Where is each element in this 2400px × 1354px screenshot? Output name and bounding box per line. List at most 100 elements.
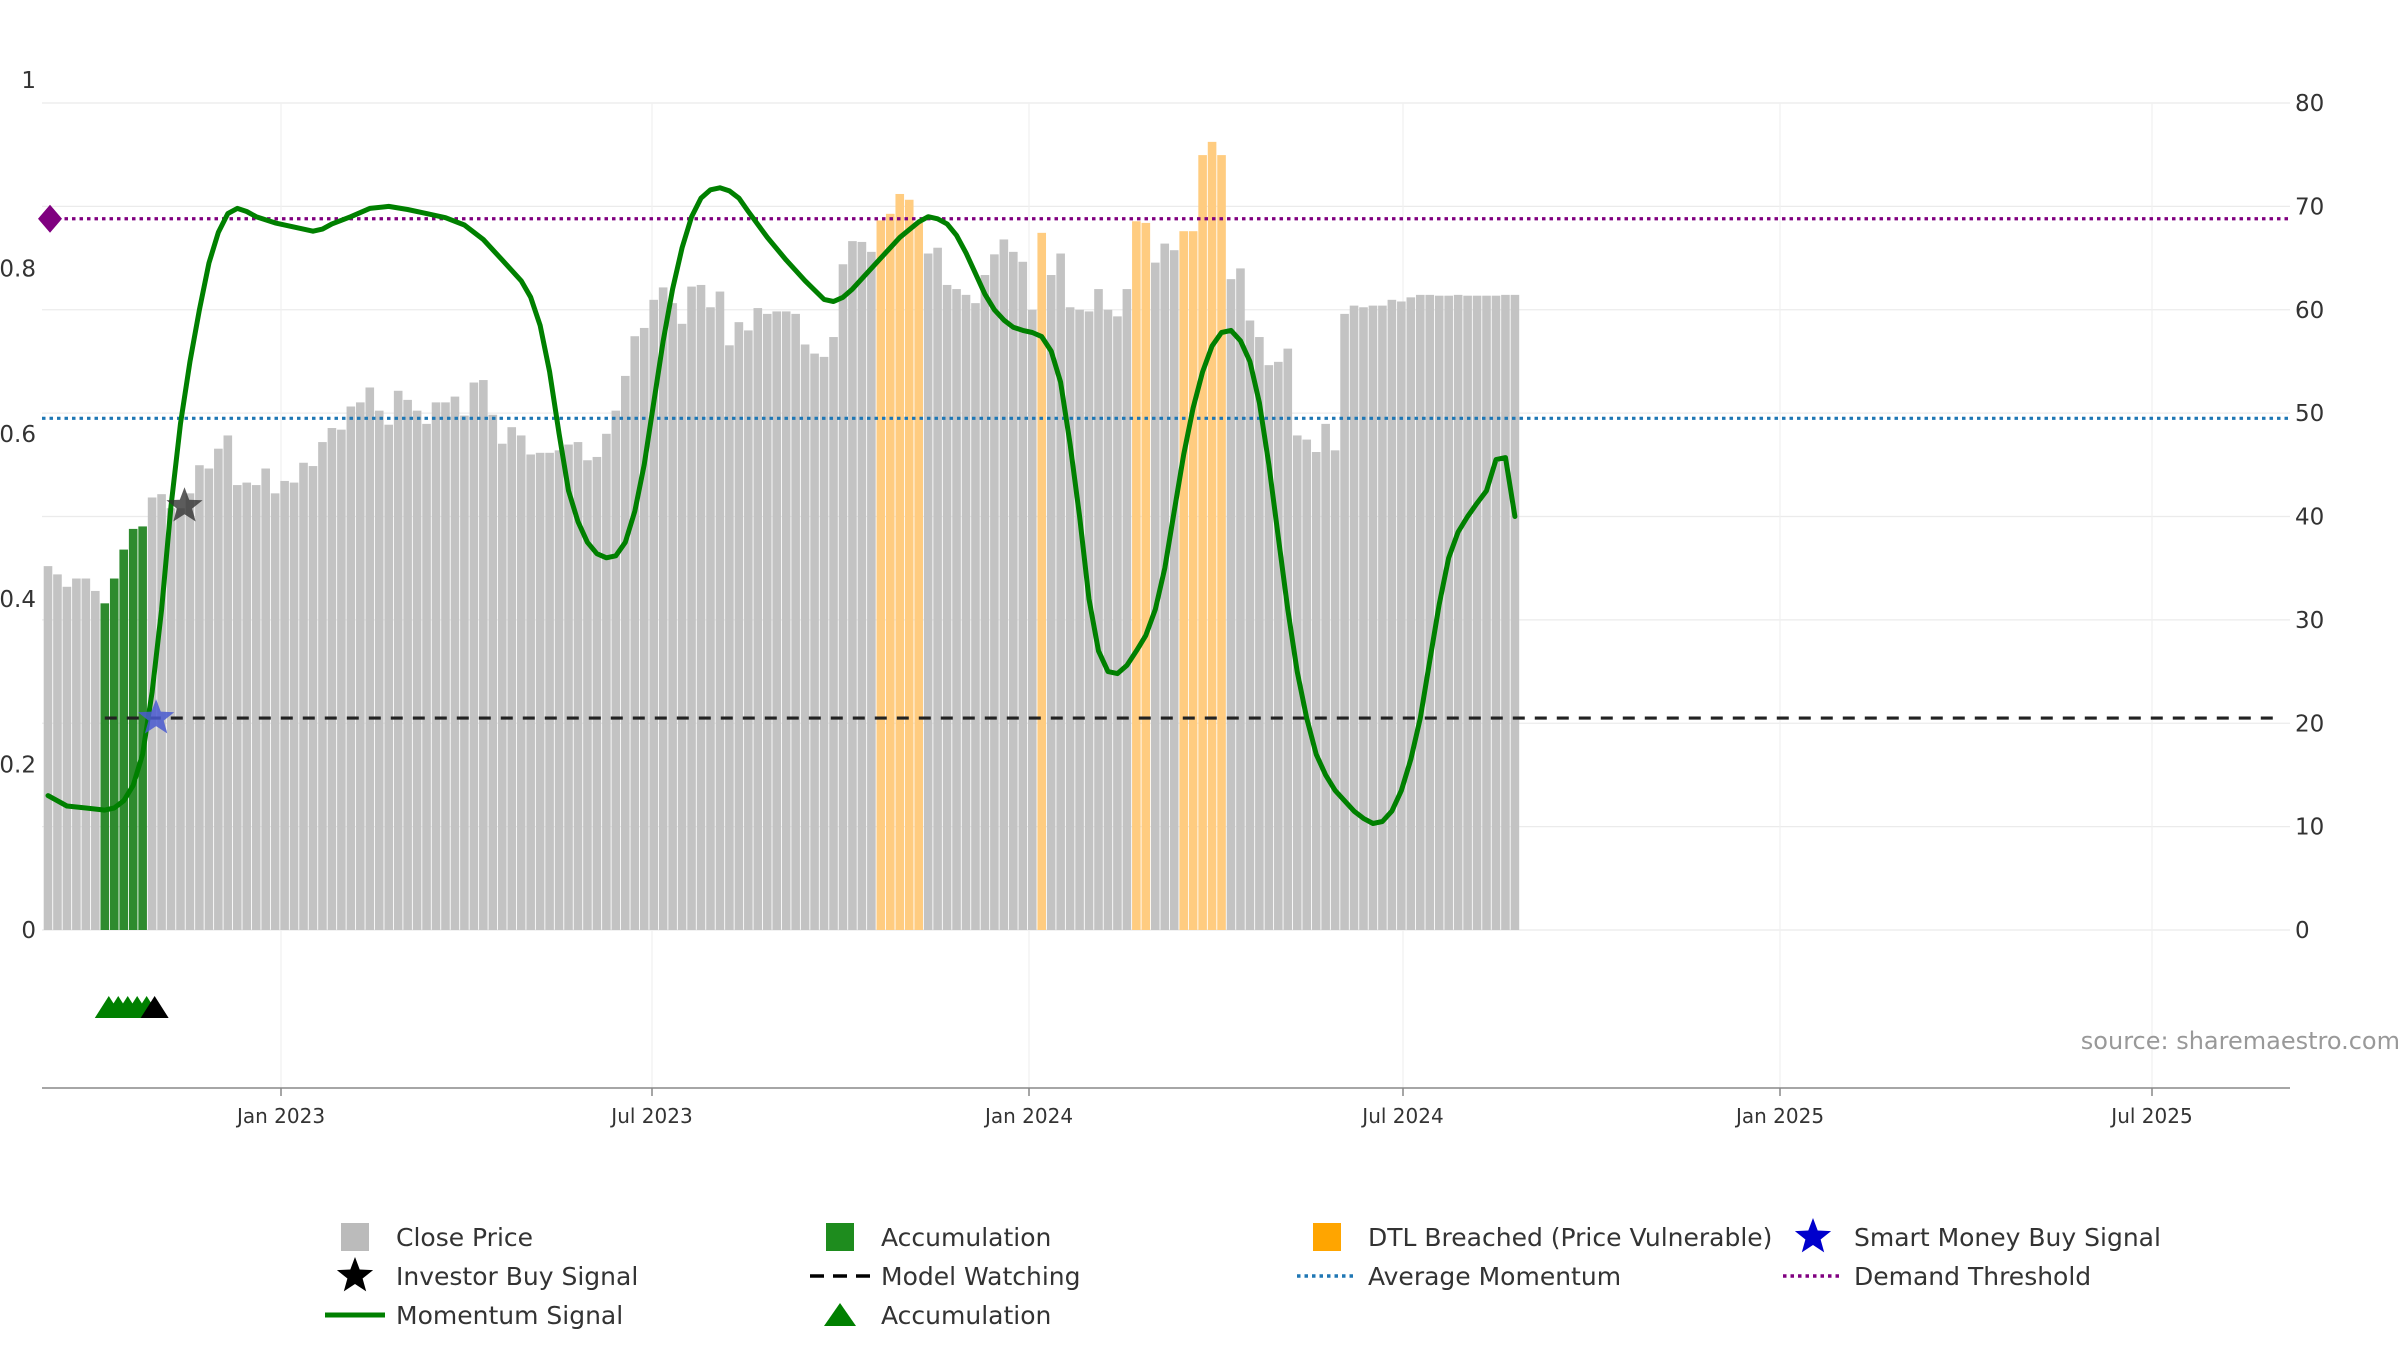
close-price-bar [1425,294,1435,930]
y-right-tick-label: 20 [2295,711,2324,737]
smart-money-buy-marker [138,699,175,734]
x-tick-label: Jan 2025 [1734,1104,1824,1128]
close-price-bar [602,433,611,930]
close-price-bar [337,429,346,930]
legend-item: Average Momentum [1297,1262,1621,1291]
close-price-bar [299,462,308,930]
close-price-bar [1491,295,1501,930]
legend-item: Momentum Signal [325,1301,623,1330]
legend-label: Accumulation [881,1223,1051,1252]
y-left-tick-label: 0.2 [0,753,36,779]
y-left-tick-label: 0 [21,918,36,944]
close-price-bar [441,402,450,930]
accumulation-bar [138,526,147,930]
close-price-bar [1321,423,1330,930]
accumulation-bar [119,549,129,930]
x-tick-label: Jan 2023 [235,1104,325,1128]
close-price-bar [810,353,819,930]
close-price-bar [1245,320,1255,931]
close-price-bar [933,247,942,931]
close-price-bar [1075,309,1084,930]
close-price-bar [223,435,233,930]
legend-label: Average Momentum [1368,1262,1621,1291]
close-price-bar [251,485,261,930]
close-price-bar [1349,305,1359,930]
close-price-bar [592,456,602,930]
close-price-bar [952,289,961,930]
close-price-bar [1444,295,1453,930]
legend-label: Smart Money Buy Signal [1854,1223,2161,1252]
close-price-bar [242,482,252,930]
y-right-tick-label: 10 [2295,815,2324,841]
close-price-bar [356,402,365,930]
dtl-breached-bar [1132,221,1141,931]
close-price-bar [1397,301,1406,931]
x-tick-label: Jul 2025 [2109,1104,2192,1128]
signal-markers [38,204,203,1018]
y-right-tick-label: 60 [2295,298,2324,324]
close-price-bar [819,356,829,930]
y-left-tick-label: 0.6 [0,422,36,448]
close-price-bar [583,460,592,930]
signal-lines [42,185,2290,826]
y-left-tick-label: 0.8 [0,256,36,282]
close-price-bar [1453,294,1463,930]
dtl-breached-bar [1141,222,1151,931]
legend-star [336,1257,374,1292]
legend-item: Investor Buy Signal [336,1257,638,1292]
y-left-tick-label: 1 [21,68,36,94]
close-price-bar [1094,289,1103,930]
close-price-bar [1501,294,1510,930]
x-tick-label: Jul 2023 [609,1104,692,1128]
close-price-bar [261,468,270,930]
close-price-bar [327,428,337,930]
close-price-bar [1018,261,1028,930]
legend-item: Close Price [341,1223,533,1252]
close-price-bar [867,251,876,931]
legend-label: Close Price [396,1223,533,1252]
close-price-bar [1283,348,1293,930]
close-price-bar [431,402,441,930]
legend: Close Price Accumulation DTL Breached (Pri… [325,1218,2161,1330]
y-right-tick-label: 70 [2295,194,2324,220]
close-price-bar [1482,295,1491,930]
legend-label: Investor Buy Signal [396,1262,638,1291]
close-price-bar [554,450,564,930]
dtl-breached-bar [1179,231,1188,930]
close-price-bar [1226,279,1236,930]
close-price-bar [1236,268,1245,930]
close-price-bar [53,574,62,930]
close-price-bar [725,345,734,930]
close-price-bar [696,284,706,930]
close-price-bar [838,264,848,930]
close-price-bar [706,307,715,930]
legend-item: DTL Breached (Price Vulnerable) [1313,1223,1772,1252]
close-price-bar [1311,451,1321,930]
accumulation-bar [109,578,119,930]
close-price-bar [1472,295,1482,930]
close-price-bar [639,327,649,931]
close-price-bar [753,308,763,930]
legend-label: Accumulation [881,1301,1051,1330]
close-price-bar [43,566,53,930]
close-price-bar [1113,316,1122,931]
dtl-breached-bar [876,220,886,930]
close-price-bar [280,480,289,930]
close-price-bar [450,396,460,931]
close-price-bar [1160,243,1170,931]
close-price-bar [1255,337,1264,930]
close-price-bar [270,493,280,930]
x-tick-label: Jan 2024 [983,1104,1073,1128]
close-price-bar [942,284,952,930]
close-price-bar [1406,297,1416,931]
close-price-bar [1274,361,1283,930]
legend-label: Momentum Signal [396,1301,623,1330]
close-price-bar [507,427,517,930]
legend-triangle [824,1303,856,1326]
close-price-bar [497,443,507,930]
close-price-bar [630,336,640,930]
close-price-bar [1378,305,1387,930]
